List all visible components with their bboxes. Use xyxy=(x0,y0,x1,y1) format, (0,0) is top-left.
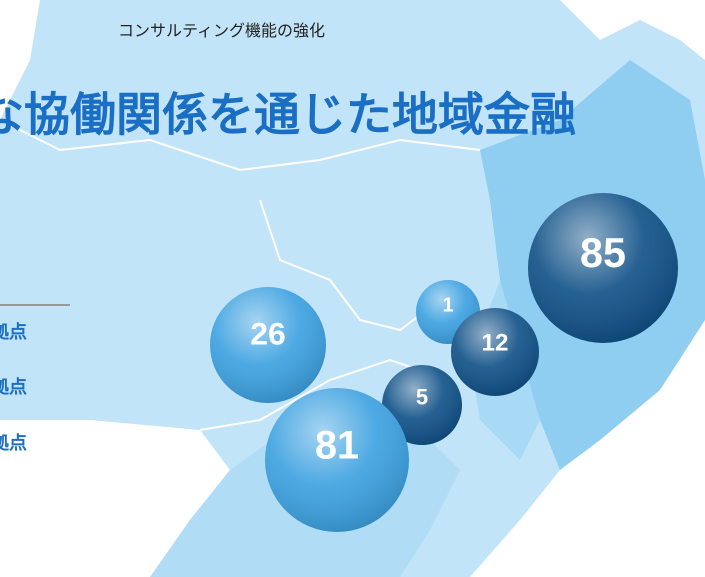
bubble-shade xyxy=(210,287,326,403)
bubble-shade xyxy=(265,388,409,532)
bubble: 5 xyxy=(382,365,462,445)
bubble-label: 81 xyxy=(315,424,359,468)
legend: 拠点拠点拠点 xyxy=(0,321,27,454)
legend-item: 拠点 xyxy=(0,321,27,343)
bubble-label: 85 xyxy=(580,230,626,276)
border xyxy=(259,199,441,332)
bubble: 26 xyxy=(210,287,326,403)
legend-item: 拠点 xyxy=(0,376,27,398)
bubble-label: 26 xyxy=(250,315,285,351)
title: な協働関係を通じた地域金融 xyxy=(0,88,576,142)
bubble-label: 12 xyxy=(482,330,509,357)
bubble-shade xyxy=(451,308,539,396)
bubble: 12 xyxy=(451,308,539,396)
subtitle: コンサルティング機能の強化 xyxy=(118,21,325,40)
border xyxy=(199,358,451,431)
bubbles: 85 1 12 26 5 81 xyxy=(210,193,678,532)
bubble: 81 xyxy=(265,388,409,532)
bubble-label: 5 xyxy=(416,385,428,410)
bubble-shade xyxy=(382,365,462,445)
legend-item: 拠点 xyxy=(0,432,27,454)
border xyxy=(0,119,481,172)
bubble-shade xyxy=(528,193,678,343)
bubble: 85 xyxy=(528,193,678,343)
bubble-label: 1 xyxy=(442,295,453,317)
